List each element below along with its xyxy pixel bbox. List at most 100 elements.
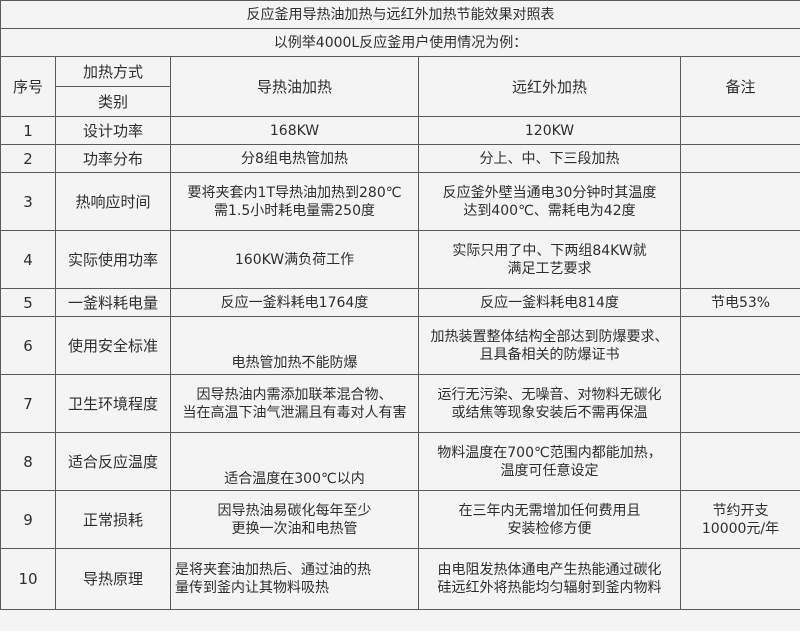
- infrared-cell: 加热装置整体结构全部达到防爆要求、 且具备相关的防爆证书: [418, 316, 681, 375]
- cell-line: 更换一次油和电热管: [231, 520, 358, 537]
- row-index: 9: [0, 490, 56, 549]
- row-category: 功率分布: [55, 144, 171, 173]
- oil-cell: 电热管加热不能防爆: [170, 316, 419, 375]
- row-index: 3: [0, 172, 56, 231]
- header-method-category: 加热方式 类别: [55, 56, 171, 117]
- row-category: 一釜料耗电量: [55, 288, 171, 317]
- header-oil: 导热油加热: [170, 56, 419, 117]
- note-cell: [679, 230, 800, 289]
- infrared-cell: 由电阻发热体通电产生热能通过碳化 硅远红外将热能均匀辐射到釜内物料: [418, 548, 681, 610]
- oil-cell: 160KW满负荷工作: [170, 230, 419, 289]
- cell-line: 加热装置整体结构全部达到防爆要求、: [430, 328, 669, 345]
- cell-line: 量传到釜内让其物料吸热: [175, 580, 329, 596]
- note-cell: [679, 172, 800, 231]
- header-row: 序号 加热方式 类别 导热油加热 远红外加热 备注: [0, 56, 800, 117]
- oil-cell: 因导热油内需添加联苯混合物、 当在高温下油气泄漏且有毒对人有害: [170, 374, 419, 433]
- header-infrared: 远红外加热: [418, 56, 681, 117]
- cell-line: 反应一釜料耗电814度: [480, 294, 619, 311]
- oil-cell: 反应一釜料耗电1764度: [170, 288, 419, 317]
- table-title: 反应釜用导热油加热与远红外加热节能效果对照表: [0, 0, 800, 29]
- oil-cell: 因导热油易碳化每年至少 更换一次油和电热管: [170, 490, 419, 549]
- cell-line: 当在高温下油气泄漏且有毒对人有害: [182, 404, 407, 421]
- note-cell: [679, 548, 800, 610]
- infrared-cell: 物料温度在700℃范围内都能加热， 温度可任意设定: [418, 432, 681, 491]
- row-index: 8: [0, 432, 56, 491]
- row-category: 热响应时间: [55, 172, 171, 231]
- infrared-cell: 120KW: [418, 116, 681, 145]
- oil-cell: 168KW: [170, 116, 419, 145]
- row-index: 2: [0, 144, 56, 173]
- table-row: 9 正常损耗 因导热油易碳化每年至少 更换一次油和电热管 在三年内无需增加任何费用且 安装…: [0, 490, 800, 549]
- row-category: 使用安全标准: [55, 316, 171, 375]
- cell-line: 要将夹套内1T导热油加热到280℃: [187, 184, 402, 201]
- row-category: 设计功率: [55, 116, 171, 145]
- header-method: 加热方式: [56, 57, 170, 87]
- oil-cell: 是将夹套油加热后、通过油的热 量传到釜内让其物料吸热: [170, 548, 419, 610]
- cell-line: 10000元/年: [701, 520, 780, 537]
- table-row: 3 热响应时间 要将夹套内1T导热油加热到280℃ 需1.5小时耗电量需250度 反应釜…: [0, 172, 800, 231]
- cell-line: 或结焦等现象安装后不需再保温: [451, 404, 648, 421]
- note-cell: [679, 116, 800, 145]
- note-cell: 节电53%: [679, 288, 800, 317]
- oil-cell: 分8组电热管加热: [170, 144, 419, 173]
- row-index: 7: [0, 374, 56, 433]
- cell-line: 反应釜外壁当通电30分钟时其温度: [442, 184, 657, 201]
- cell-line: 160KW满负荷工作: [234, 251, 355, 268]
- row-category: 适合反应温度: [55, 432, 171, 491]
- cell-line: 因导热油内需添加联苯混合物、: [196, 386, 393, 403]
- oil-cell: 适合温度在300℃以内: [170, 432, 419, 491]
- row-category: 卫生环境程度: [55, 374, 171, 433]
- table-row: 8 适合反应温度适合温度在300℃以内 物料温度在700℃范围内都能加热， 温度可任意…: [0, 432, 800, 491]
- infrared-cell: 运行无污染、无噪音、对物料无碳化 或结焦等现象安装后不需再保温: [418, 374, 681, 433]
- infrared-cell: 反应一釜料耗电814度: [418, 288, 681, 317]
- cell-line: 反应一釜料耗电1764度: [220, 294, 369, 311]
- cell-line: 节电53%: [710, 294, 771, 311]
- row-index: 6: [0, 316, 56, 375]
- infrared-cell: 反应釜外壁当通电30分钟时其温度 达到400℃、需耗电为42度: [418, 172, 681, 231]
- cell-line: 电热管加热不能防爆: [231, 355, 358, 371]
- cell-line: 是将夹套油加热后、通过油的热: [175, 562, 371, 578]
- table-row: 10 导热原理 是将夹套油加热后、通过油的热 量传到釜内让其物料吸热 由电阻发热体通电产…: [0, 548, 800, 610]
- cell-line: 由电阻发热体通电产生热能通过碳化: [437, 562, 662, 578]
- header-category: 类别: [97, 92, 128, 111]
- table-row: 4 实际使用功率 160KW满负荷工作 实际只用了中、下两组84KW就 满足工艺要求: [0, 230, 800, 289]
- note-cell: [679, 316, 800, 375]
- oil-cell: 要将夹套内1T导热油加热到280℃ 需1.5小时耗电量需250度: [170, 172, 419, 231]
- note-cell: [679, 144, 800, 173]
- cell-line: 分8组电热管加热: [241, 150, 348, 167]
- cell-line: 168KW: [269, 122, 320, 139]
- cell-line: 物料温度在700℃范围内都能加热，: [437, 444, 662, 461]
- table-row: 7 卫生环境程度 因导热油内需添加联苯混合物、 当在高温下油气泄漏且有毒对人有害 运行无…: [0, 374, 800, 433]
- row-index: 1: [0, 116, 56, 145]
- table-row: 2 功率分布 分8组电热管加热 分上、中、下三段加热: [0, 144, 800, 173]
- note-cell: 节约开支 10000元/年: [679, 490, 800, 549]
- header-index: 序号: [0, 56, 56, 117]
- table-subtitle: 以例举4000L反应釜用户使用情况为例：: [0, 28, 800, 57]
- cell-line: 达到400℃、需耗电为42度: [463, 202, 636, 219]
- cell-line: 适合温度在300℃以内: [224, 471, 365, 487]
- row-category: 正常损耗: [55, 490, 171, 549]
- table-row: 1 设计功率 168KW 120KW: [0, 116, 800, 145]
- cell-line: 运行无污染、无噪音、对物料无碳化: [437, 386, 662, 403]
- row-index: 5: [0, 288, 56, 317]
- cell-line: 且具备相关的防爆证书: [479, 346, 620, 363]
- cell-line: 硅远红外将热能均匀辐射到釜内物料: [437, 580, 662, 596]
- row-category: 实际使用功率: [55, 230, 171, 289]
- cell-line: 满足工艺要求: [507, 260, 592, 277]
- cell-line: 温度可任意设定: [500, 462, 599, 479]
- row-index: 4: [0, 230, 56, 289]
- cell-line: 节约开支: [712, 502, 769, 519]
- comparison-table: 反应釜用导热油加热与远红外加热节能效果对照表 以例举4000L反应釜用户使用情况…: [0, 0, 800, 610]
- cell-line: 120KW: [524, 122, 575, 139]
- cell-line: 实际只用了中、下两组84KW就: [452, 242, 647, 259]
- infrared-cell: 分上、中、下三段加热: [418, 144, 681, 173]
- note-cell: [679, 374, 800, 433]
- table-row: 5 一釜料耗电量 反应一釜料耗电1764度 反应一釜料耗电814度 节电53%: [0, 288, 800, 317]
- note-cell: [679, 432, 800, 491]
- cell-line: 因导热油易碳化每年至少: [217, 502, 372, 519]
- infrared-cell: 实际只用了中、下两组84KW就 满足工艺要求: [418, 230, 681, 289]
- cell-line: 安装检修方便: [507, 520, 592, 537]
- infrared-cell: 在三年内无需增加任何费用且 安装检修方便: [418, 490, 681, 549]
- cell-line: 需1.5小时耗电量需250度: [214, 202, 375, 219]
- row-category: 导热原理: [55, 548, 171, 610]
